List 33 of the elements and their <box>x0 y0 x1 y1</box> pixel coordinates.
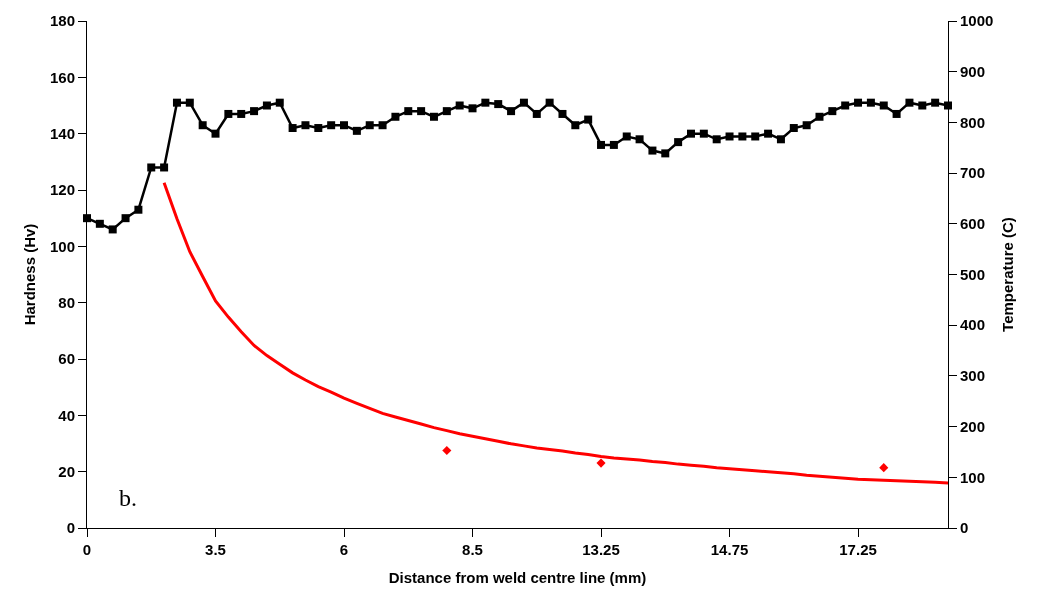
y2-tick-label: 600 <box>960 215 986 233</box>
x-tick-label: 8.5 <box>462 541 483 558</box>
y-tick-label: 100 <box>49 237 75 255</box>
y-tick-label: 120 <box>49 181 75 199</box>
y2-tick-label: 100 <box>960 468 986 486</box>
x-tick-label: 14.75 <box>710 541 749 558</box>
x-tick-label: 17.25 <box>839 541 877 558</box>
annotation: b. <box>119 485 137 511</box>
y-tick-label: 180 <box>49 12 75 30</box>
x-axis-title: Distance from weld centre line (mm) <box>388 569 647 586</box>
x-tick-label: 6 <box>339 541 349 558</box>
y2-tick-label: 700 <box>960 164 986 182</box>
x-tick-label: 0 <box>82 541 92 558</box>
y-axis-title: Hardness (Hv) <box>21 223 39 326</box>
y2-tick-label: 800 <box>960 113 986 131</box>
y2-axis-title: Temperature (C) <box>999 217 1017 332</box>
y2-tick-label: 200 <box>960 417 986 435</box>
y2-tick-label: 1000 <box>960 12 994 30</box>
y-tick-label: 0 <box>66 519 75 537</box>
y2-tick-label: 500 <box>960 265 986 283</box>
y-tick-label: 60 <box>58 350 75 368</box>
y-tick-label: 140 <box>49 124 75 142</box>
y-tick-label: 40 <box>58 406 75 424</box>
x-tick-label: 3.5 <box>205 541 226 558</box>
y-tick-label: 160 <box>49 68 75 86</box>
x-tick-label: 13.25 <box>582 541 620 558</box>
y2-tick-label: 900 <box>960 62 986 80</box>
y-tick-label: 20 <box>58 462 75 480</box>
line-series <box>162 181 948 485</box>
y-tick-label: 80 <box>58 293 75 311</box>
y2-tick-label: 0 <box>960 519 969 537</box>
y2-tick-label: 300 <box>960 367 986 385</box>
y2-tick-label: 400 <box>960 316 986 334</box>
